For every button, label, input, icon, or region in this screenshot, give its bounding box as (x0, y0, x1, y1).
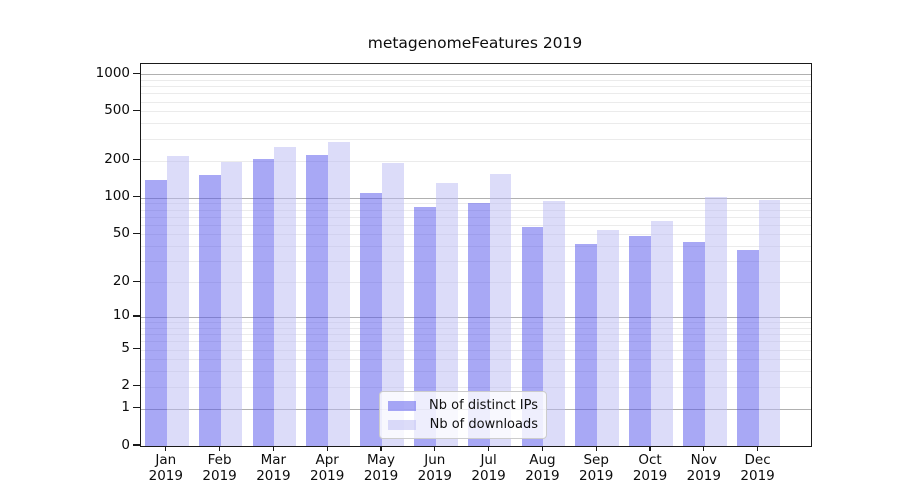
bar-downloads-mar (274, 147, 297, 446)
bar-downloads-nov (704, 197, 727, 446)
x-tick-label: Nov 2019 (686, 452, 721, 484)
y-tick-label: 2 (121, 377, 130, 394)
bar-ips-apr (306, 154, 329, 446)
x-axis-tick (595, 446, 597, 451)
bar-ips-oct (629, 235, 651, 446)
y-axis-tick (133, 72, 140, 74)
y-tick-label: 10 (112, 307, 130, 324)
x-axis-tick (434, 446, 436, 451)
x-axis-tick (541, 446, 543, 451)
gridline-minor (141, 138, 811, 140)
gridline-major (141, 74, 811, 76)
x-tick-label: Oct 2019 (632, 452, 668, 484)
y-tick-label: 5 (121, 340, 130, 357)
x-tick-label: Feb 2019 (202, 452, 237, 484)
bar-ips-nov (683, 242, 705, 446)
x-tick-label: Dec 2019 (740, 452, 775, 484)
bar-ips-jan (145, 180, 167, 446)
legend: Nb of distinct IPs Nb of downloads (379, 391, 547, 439)
bar-downloads-jan (166, 155, 189, 446)
bar-downloads-may (382, 163, 404, 446)
y-axis-tick (133, 280, 140, 282)
x-tick-label: Jun 2019 (417, 452, 452, 484)
legend-swatch-ips (388, 400, 416, 411)
bar-ips-feb (198, 175, 221, 446)
y-axis-tick (133, 315, 140, 317)
bar-ips-may (360, 193, 382, 446)
y-axis-tick (133, 385, 140, 387)
legend-label-downloads: Nb of downloads (429, 417, 538, 432)
bar-ips-sep (575, 243, 598, 446)
gridline-major (141, 197, 811, 199)
y-tick-label: 1000 (95, 64, 130, 81)
y-axis-tick (133, 159, 140, 161)
x-axis-tick (219, 446, 221, 451)
y-tick-label: 1 (121, 399, 130, 416)
y-tick-label: 50 (112, 224, 130, 241)
bar-ips-dec (736, 250, 759, 446)
bar-ips-jun (414, 206, 436, 446)
x-tick-label: Jul 2019 (471, 452, 506, 484)
x-tick-label: Sep 2019 (579, 452, 614, 484)
x-tick-label: Mar 2019 (256, 452, 291, 484)
gridline-minor (141, 123, 811, 125)
y-tick-label: 200 (104, 151, 130, 168)
gridline-minor (141, 111, 811, 113)
y-axis-tick (133, 232, 140, 235)
legend-item-downloads: Nb of downloads (388, 417, 538, 432)
x-tick-label: May 2019 (363, 452, 399, 484)
y-tick-label: 500 (104, 101, 130, 118)
x-axis-tick (488, 446, 490, 451)
bar-downloads-oct (651, 221, 673, 446)
bar-ips-jul (467, 202, 490, 446)
gridline-minor (141, 79, 811, 81)
x-axis-tick (757, 446, 759, 451)
y-tick-label: 100 (104, 188, 130, 205)
gridline-minor (141, 101, 811, 103)
y-axis-tick (133, 347, 140, 350)
y-axis-tick (133, 109, 140, 112)
x-tick-label: Aug 2019 (525, 452, 560, 484)
x-axis-tick (272, 446, 274, 451)
bar-downloads-sep (597, 230, 619, 446)
bar-ips-mar (252, 159, 275, 446)
y-axis-tick (133, 407, 140, 409)
bar-downloads-feb (220, 161, 243, 446)
y-tick-label: 0 (121, 436, 130, 453)
y-axis-tick (133, 196, 140, 198)
x-axis-tick (380, 446, 382, 451)
x-axis-tick (165, 446, 167, 451)
x-tick-label: Jan 2019 (148, 452, 183, 484)
x-tick-label: Apr 2019 (310, 452, 345, 484)
y-tick-label: 20 (112, 272, 130, 289)
bar-downloads-dec (758, 200, 781, 446)
x-axis-tick (649, 446, 651, 451)
gridline-minor (141, 160, 811, 162)
legend-label-ips: Nb of distinct IPs (429, 398, 538, 413)
x-axis-tick (326, 446, 328, 451)
bar-downloads-aug (543, 200, 566, 446)
gridline-minor (141, 86, 811, 88)
gridline-minor (141, 93, 811, 95)
x-axis-tick (703, 446, 705, 451)
bar-downloads-jul (489, 174, 512, 446)
y-axis-tick (133, 444, 140, 446)
chart-title: metagenomeFeatures 2019 (367, 34, 583, 52)
bar-downloads-jun (435, 183, 458, 446)
legend-item-distinct-ips: Nb of distinct IPs (388, 398, 538, 413)
plot-area (140, 63, 812, 447)
bar-downloads-apr (328, 141, 350, 446)
legend-swatch-downloads (388, 419, 416, 430)
